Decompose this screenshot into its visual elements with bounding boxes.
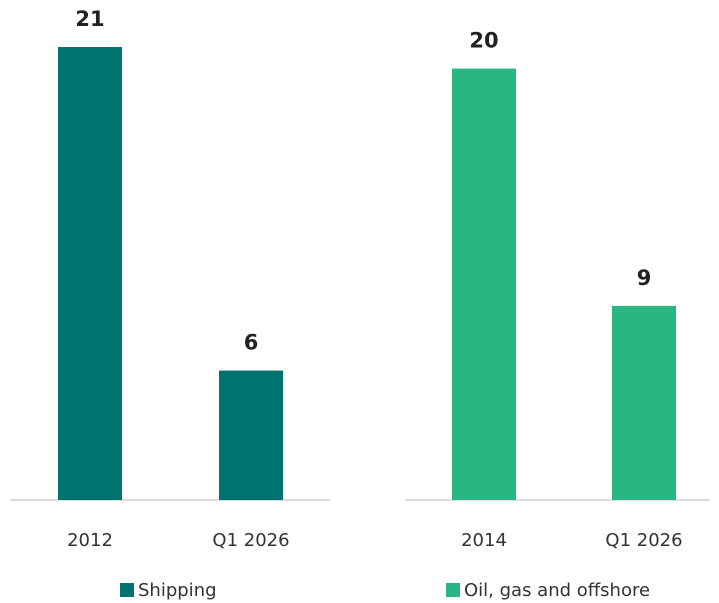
x-tick-label: 2012 xyxy=(67,530,113,551)
legend-label: Oil, gas and offshore xyxy=(464,580,650,601)
x-tick-label: Q1 2026 xyxy=(605,530,682,551)
legend-swatch xyxy=(120,583,134,597)
legend-label: Shipping xyxy=(138,580,217,601)
x-tick-label: 2014 xyxy=(461,530,507,551)
bar xyxy=(452,68,516,501)
bar xyxy=(58,47,122,500)
bar xyxy=(612,305,676,500)
data-label: 21 xyxy=(75,7,104,31)
x-tick-label: Q1 2026 xyxy=(212,530,289,551)
data-label: 9 xyxy=(637,266,652,290)
legend-swatch xyxy=(446,583,460,597)
data-label: 20 xyxy=(469,29,498,53)
data-label: 6 xyxy=(244,331,259,355)
bar xyxy=(219,370,283,500)
